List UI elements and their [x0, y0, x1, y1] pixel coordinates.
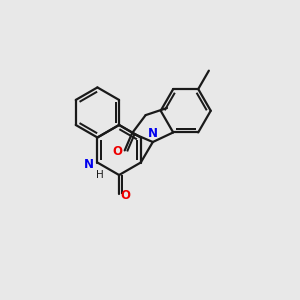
- Text: N: N: [148, 127, 158, 140]
- Text: N: N: [84, 158, 94, 171]
- Text: H: H: [96, 170, 103, 180]
- Text: O: O: [112, 146, 122, 158]
- Text: O: O: [121, 189, 130, 202]
